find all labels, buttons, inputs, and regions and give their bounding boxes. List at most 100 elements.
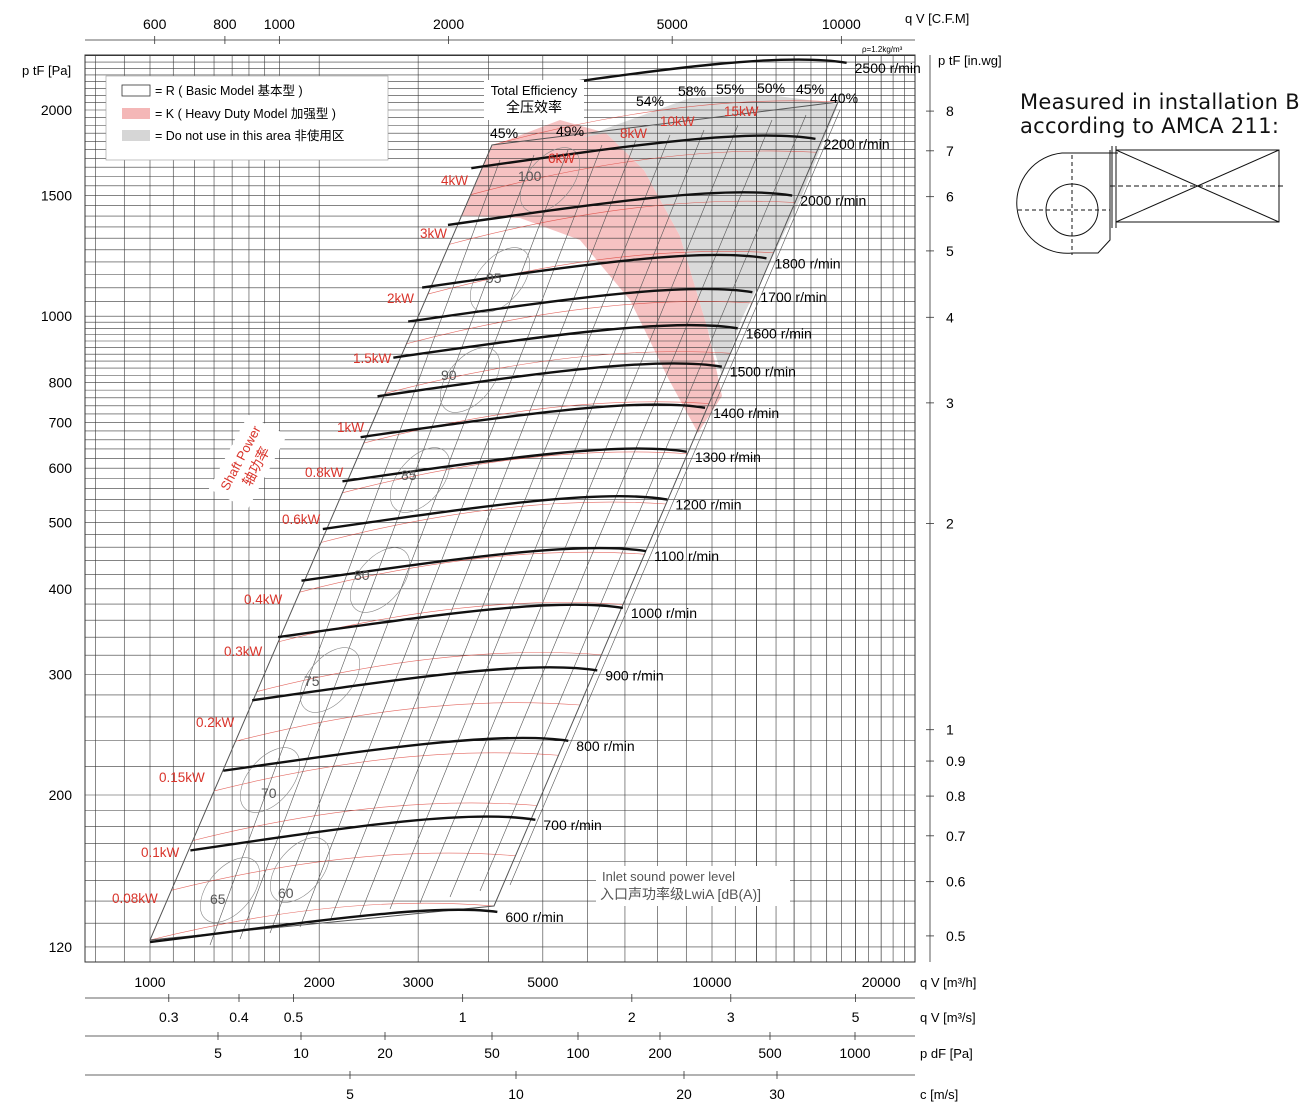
shaft-power-line bbox=[278, 602, 624, 643]
speed-curve-label-1200: 1200 r/min bbox=[675, 497, 741, 513]
pdf-tick-label: 1000 bbox=[839, 1045, 870, 1061]
shaft-power-label: 0.8kW bbox=[305, 465, 344, 480]
pdf-tick-label: 100 bbox=[566, 1045, 590, 1061]
speed-curve-label-1400: 1400 r/min bbox=[713, 405, 779, 421]
speed-curve-1200 bbox=[322, 494, 668, 531]
pdf-tick-label: 5 bbox=[214, 1045, 222, 1061]
right-tick-label: 6 bbox=[946, 189, 954, 205]
system-line bbox=[269, 149, 569, 934]
speed-curve-1600 bbox=[393, 323, 738, 359]
sound-level-label: 65 bbox=[210, 891, 226, 907]
efficiency-title-line1: Total Efficiency bbox=[491, 83, 578, 98]
sound-level-label: 75 bbox=[304, 673, 320, 689]
sound-level-loop bbox=[520, 147, 580, 213]
sound-level-label: 90 bbox=[441, 367, 457, 383]
c-tick-label: 20 bbox=[676, 1086, 692, 1102]
sound-level-label: 60 bbox=[278, 885, 294, 901]
system-line bbox=[359, 134, 671, 916]
y-tick-label: 200 bbox=[49, 787, 73, 803]
right-tick-label: 1 bbox=[946, 722, 954, 738]
sound-level-loop bbox=[350, 547, 410, 613]
shaft-power-label: 10kW bbox=[660, 114, 695, 129]
system-line bbox=[329, 139, 637, 922]
speed-curve-label-600: 600 r/min bbox=[505, 909, 563, 925]
system-line bbox=[449, 119, 773, 898]
speed-curve-1000 bbox=[277, 603, 624, 639]
right-tick-label: 2 bbox=[946, 515, 954, 531]
y-tick-label: 120 bbox=[49, 939, 73, 955]
sound-level-loop bbox=[390, 447, 450, 513]
system-line bbox=[419, 124, 739, 904]
legend: = R ( Basic Model 基本型 ) = K ( Heavy Duty… bbox=[105, 75, 389, 161]
right-tick-label: 0.9 bbox=[946, 753, 966, 769]
pdf-axis-title: p dF [Pa] bbox=[920, 1046, 973, 1061]
sound-level-labels: 60 65 70 75 80 85 90 95 100 bbox=[210, 168, 542, 907]
shaft-power-line bbox=[363, 401, 710, 444]
legend-swatch-x bbox=[122, 130, 150, 141]
installation-note-line2: according to AMCA 211: bbox=[1020, 114, 1280, 138]
top-tick-label: 2000 bbox=[433, 16, 464, 32]
top-tick-label: 800 bbox=[213, 16, 237, 32]
m3s-tick-label: 0.5 bbox=[284, 1009, 304, 1025]
pdf-tick-label: 10 bbox=[293, 1045, 309, 1061]
efficiency-label: 49% bbox=[556, 123, 584, 139]
system-line bbox=[509, 109, 841, 886]
sound-level-loop bbox=[440, 347, 500, 413]
c-axis-title: c [m/s] bbox=[920, 1087, 958, 1102]
speed-curve-labels: 600 r/min 700 r/min 800 r/min 900 r/min 1000… bbox=[505, 60, 920, 925]
speed-curve-label-1800: 1800 r/min bbox=[774, 255, 840, 271]
pdf-tick-label: 200 bbox=[648, 1045, 672, 1061]
legend-item-x: = Do not use in this area 非使用区 bbox=[155, 128, 344, 143]
y-tick-label: 700 bbox=[49, 414, 73, 430]
m3s-tick-label: 0.4 bbox=[229, 1009, 249, 1025]
shaft-power-label: 4kW bbox=[441, 173, 468, 188]
m3s-axis-title: q V [m³/s] bbox=[920, 1010, 976, 1025]
sound-title: Inlet sound power level 入口声功率级LwiA [dB(A… bbox=[596, 866, 790, 906]
y-axis-title: p tF [Pa] bbox=[22, 63, 71, 78]
right-tick-label: 5 bbox=[946, 243, 954, 259]
right-tick-label: 0.7 bbox=[946, 828, 966, 844]
shaft-power-label: 1.5kW bbox=[353, 351, 392, 366]
top-tick-label: 10000 bbox=[822, 16, 861, 32]
legend-swatch-k bbox=[122, 108, 150, 119]
x-tick-label: 20000 bbox=[862, 974, 901, 990]
shaft-power-line bbox=[299, 551, 645, 593]
speed-curves bbox=[149, 58, 847, 944]
shaft-power-label: 1kW bbox=[337, 420, 364, 435]
speed-curve-800 bbox=[223, 736, 569, 772]
shaft-power-line bbox=[470, 150, 817, 195]
speed-curve-1100 bbox=[301, 546, 647, 582]
m3s-tick-label: 0.3 bbox=[159, 1009, 179, 1025]
y-tick-label: 1000 bbox=[41, 308, 72, 324]
c-tick-label: 5 bbox=[346, 1086, 354, 1102]
m3s-tick-label: 1 bbox=[459, 1009, 467, 1025]
right-tick-label: 0.6 bbox=[946, 874, 966, 890]
right-tick-label: 0.8 bbox=[946, 788, 966, 804]
efficiency-label: 40% bbox=[830, 90, 858, 106]
c-tick-label: 30 bbox=[769, 1086, 785, 1102]
sound-level-loop bbox=[200, 857, 260, 923]
shaft-power-label: 6kW bbox=[548, 151, 575, 166]
pdf-tick-label: 50 bbox=[484, 1045, 500, 1061]
shaft-power-label: 0.15kW bbox=[159, 770, 205, 785]
speed-curve-label-700: 700 r/min bbox=[543, 817, 601, 833]
sound-level-label: 85 bbox=[401, 467, 417, 483]
efficiency-title-line2: 全压效率 bbox=[506, 99, 562, 115]
do-not-use-region bbox=[580, 95, 838, 376]
sound-level-label: 100 bbox=[518, 168, 542, 184]
shaft-power-label: 0.1kW bbox=[141, 845, 180, 860]
installation-note-line1: Measured in installation B bbox=[1020, 90, 1300, 114]
speed-curve-label-1000: 1000 r/min bbox=[631, 605, 697, 621]
top-tick-label: 1000 bbox=[264, 16, 295, 32]
speed-curve-1800 bbox=[422, 253, 767, 289]
shaft-power-line bbox=[406, 301, 753, 345]
efficiency-label: 58% bbox=[678, 83, 706, 99]
speed-curve-label-800: 800 r/min bbox=[576, 738, 634, 754]
speed-curve-label-2200: 2200 r/min bbox=[823, 136, 889, 152]
speed-curve-2200 bbox=[471, 134, 816, 170]
speed-curve-1500 bbox=[377, 362, 723, 398]
shaft-power-line bbox=[171, 852, 516, 891]
shaft-power-label: 2kW bbox=[387, 291, 414, 306]
